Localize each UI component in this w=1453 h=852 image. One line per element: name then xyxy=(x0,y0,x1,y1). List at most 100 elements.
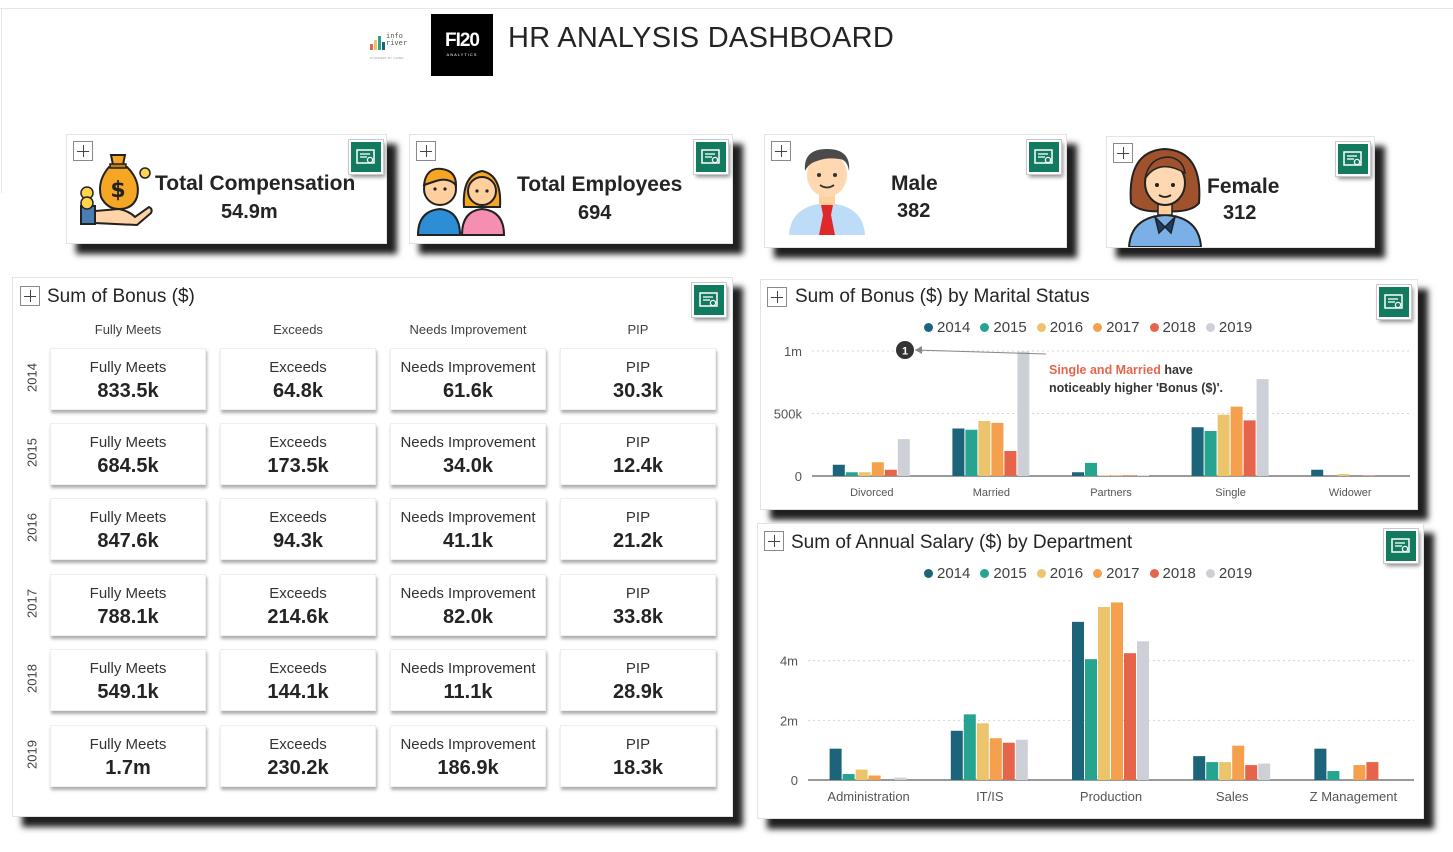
annotation-number: 1 xyxy=(902,346,908,358)
x-category-label: Divorced xyxy=(850,487,893,499)
document-button[interactable] xyxy=(1027,140,1061,174)
inforiver-logo-tag: POWERED BY LUMEL xyxy=(370,56,405,60)
annotation-marker-icon xyxy=(896,341,914,359)
bar-2014 xyxy=(1314,748,1327,780)
kpi-label-female: Female xyxy=(1207,175,1280,198)
expand-plus-icon[interactable] xyxy=(416,141,436,161)
x-category-label: Married xyxy=(973,487,1010,499)
matrix-cell-label: Needs Improvement xyxy=(400,736,536,753)
matrix-cell-card[interactable]: Needs Improvement 11.1k xyxy=(390,649,546,711)
y-tick-label: 500k xyxy=(774,407,803,422)
matrix-cell-card[interactable]: Needs Improvement 34.0k xyxy=(390,423,546,485)
matrix-cell-card[interactable]: Exceeds 230.2k xyxy=(220,725,376,787)
legend-item[interactable]: 2017 xyxy=(1093,565,1140,582)
matrix-cell-card[interactable]: PIP 33.8k xyxy=(560,574,716,636)
document-button[interactable] xyxy=(692,283,726,317)
matrix-cell-card[interactable]: Exceeds 94.3k xyxy=(220,498,376,560)
bar-2014 xyxy=(1072,472,1084,476)
bar-2016 xyxy=(1219,762,1232,780)
document-button[interactable] xyxy=(1377,285,1411,319)
expand-plus-icon[interactable] xyxy=(73,141,93,161)
matrix-cell-card[interactable]: Fully Meets 847.6k xyxy=(50,498,206,560)
y-tick-label: 0 xyxy=(791,773,798,788)
matrix-cell-card[interactable]: Fully Meets 549.1k xyxy=(50,649,206,711)
legend-label: 2018 xyxy=(1162,319,1196,336)
legend-dot-icon xyxy=(980,569,990,578)
legend-item[interactable]: 2019 xyxy=(1205,565,1252,582)
matrix-cell-value: 61.6k xyxy=(442,380,494,402)
document-button[interactable] xyxy=(1384,529,1418,563)
matrix-cell-card[interactable]: Fully Meets 788.1k xyxy=(50,574,206,636)
legend-item[interactable]: 2016 xyxy=(1036,565,1083,582)
bar-2015 xyxy=(845,472,858,476)
legend-item[interactable]: 2014 xyxy=(924,319,970,336)
legend-item[interactable]: 2018 xyxy=(1149,565,1196,582)
matrix-cell-label: Needs Improvement xyxy=(400,509,536,526)
bar-2017 xyxy=(1232,745,1245,780)
legend-dot-icon xyxy=(1093,323,1103,332)
bar-2014 xyxy=(1191,427,1204,476)
matrix-cell-value: 28.9k xyxy=(612,681,664,703)
bar-2019 xyxy=(1258,763,1271,780)
expand-plus-icon[interactable] xyxy=(764,531,784,551)
matrix-cell-value: 684.5k xyxy=(97,455,159,477)
bar-2014 xyxy=(1311,469,1324,476)
legend-dot-icon xyxy=(1093,569,1103,578)
matrix-cell-label: Needs Improvement xyxy=(400,660,536,677)
matrix-cell-card[interactable]: Exceeds 144.1k xyxy=(220,649,376,711)
legend-item[interactable]: 2018 xyxy=(1149,319,1196,336)
bar-2017 xyxy=(868,775,881,780)
matrix-cell-card[interactable]: PIP 28.9k xyxy=(560,649,716,711)
matrix-cell-card[interactable]: Needs Improvement 41.1k xyxy=(390,498,546,560)
document-button[interactable] xyxy=(694,140,728,174)
legend-label: 2018 xyxy=(1162,565,1196,582)
matrix-cell-card[interactable]: Needs Improvement 82.0k xyxy=(390,574,546,636)
matrix-cell-label: Needs Improvement xyxy=(400,585,536,602)
y-tick-label: 1m xyxy=(784,344,802,359)
document-icon xyxy=(701,149,720,164)
matrix-cell-card[interactable]: Needs Improvement 186.9k xyxy=(390,725,546,787)
expand-plus-icon[interactable] xyxy=(1113,143,1133,163)
bar-2015 xyxy=(963,714,976,780)
x-category-label: Partners xyxy=(1090,487,1132,499)
matrix-column-header: PIP xyxy=(627,322,649,337)
legend-item[interactable]: 2016 xyxy=(1036,319,1083,336)
document-button[interactable] xyxy=(1336,142,1370,176)
matrix-cell-card[interactable]: PIP 21.2k xyxy=(560,498,716,560)
matrix-cell-card[interactable]: Needs Improvement 61.6k xyxy=(390,348,546,410)
legend-item[interactable]: 2015 xyxy=(980,319,1027,336)
bar-2016 xyxy=(855,769,868,780)
matrix-column-header: Exceeds xyxy=(273,322,323,337)
matrix-cell-card[interactable]: Exceeds 64.8k xyxy=(220,348,376,410)
legend-dot-icon xyxy=(1036,569,1046,578)
matrix-cell-value: 788.1k xyxy=(97,606,159,628)
bar-2015 xyxy=(1085,462,1097,476)
marital-annotation: Single and Married have noticeably highe… xyxy=(1049,361,1229,397)
matrix-cell-card[interactable]: PIP 30.3k xyxy=(560,348,716,410)
expand-plus-icon[interactable] xyxy=(771,141,791,161)
matrix-cell-card[interactable]: Exceeds 173.5k xyxy=(220,423,376,485)
matrix-cell-card[interactable]: Fully Meets 833.5k xyxy=(50,348,206,410)
matrix-cell-card[interactable]: PIP 18.3k xyxy=(560,725,716,787)
matrix-cell-card[interactable]: Fully Meets 1.7m xyxy=(50,725,206,787)
legend-item[interactable]: 2017 xyxy=(1093,319,1140,336)
document-button[interactable] xyxy=(349,140,383,174)
legend-item[interactable]: 2014 xyxy=(924,565,970,582)
expand-plus-icon[interactable] xyxy=(767,287,787,307)
matrix-cell-value: 21.2k xyxy=(612,530,664,552)
matrix-cell-value: 549.1k xyxy=(97,681,159,703)
bar-2018 xyxy=(884,469,897,476)
left-divider xyxy=(1,8,2,193)
matrix-cell-value: 64.8k xyxy=(272,380,324,402)
marital-chart-legend: 2014 2015 2016 2017 2018 2019 xyxy=(924,319,1252,336)
bar-2015 xyxy=(842,774,855,780)
legend-dot-icon xyxy=(1036,323,1046,332)
legend-item[interactable]: 2015 xyxy=(980,565,1027,582)
money-bag-hand-icon: $ xyxy=(80,154,153,227)
legend-item[interactable]: 2019 xyxy=(1205,319,1252,336)
matrix-cell-card[interactable]: Exceeds 214.6k xyxy=(220,574,376,636)
matrix-cell-card[interactable]: PIP 12.4k xyxy=(560,423,716,485)
expand-plus-icon[interactable] xyxy=(20,286,40,306)
matrix-cell-card[interactable]: Fully Meets 684.5k xyxy=(50,423,206,485)
bar-2014 xyxy=(1072,621,1084,780)
